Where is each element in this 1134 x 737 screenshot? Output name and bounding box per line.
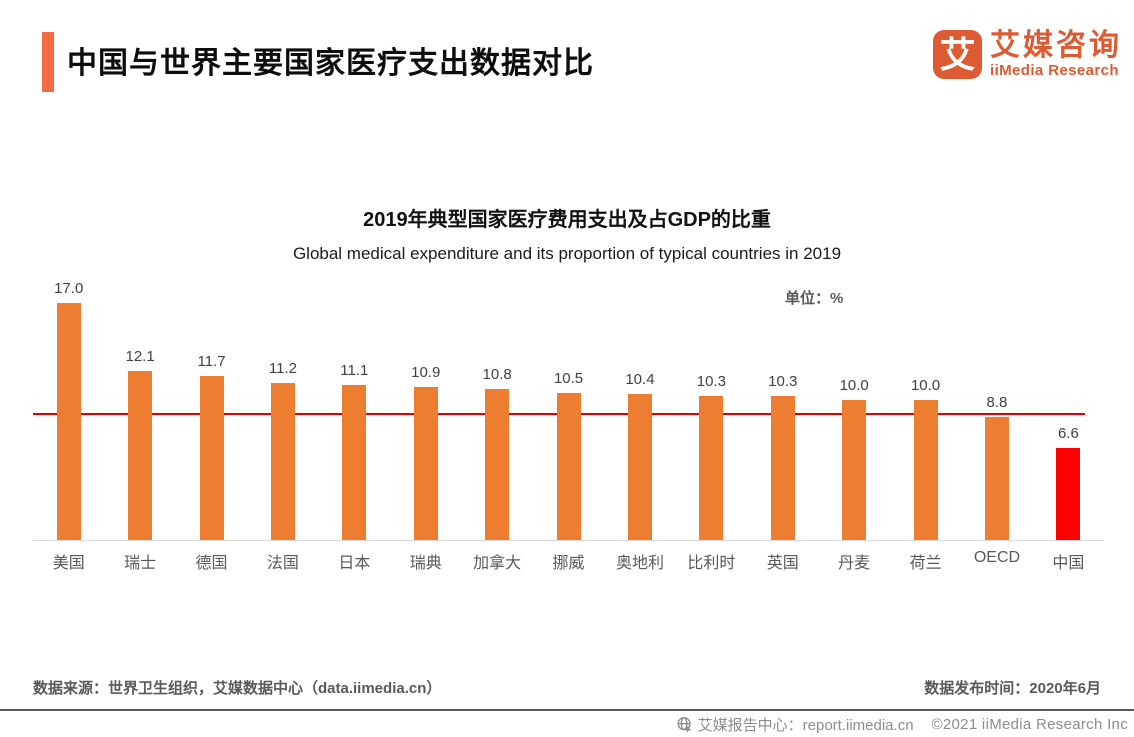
bar-column-比利时: 10.3 bbox=[676, 280, 747, 540]
category-axis: 美国 瑞士 德国 法国 日本 瑞典 加拿大 挪威 奥地利 比利时 英国 丹麦 荷兰 OECD 中国 bbox=[33, 549, 1104, 573]
bar-value-label: 10.0 bbox=[910, 377, 941, 394]
bar-column-德国: 11.7 bbox=[176, 280, 247, 540]
bar-column-中国: 6.6 bbox=[1033, 280, 1104, 540]
category-label-比利时: 比利时 bbox=[687, 555, 736, 572]
bar-中国 bbox=[1056, 447, 1081, 540]
bar-value-label: 10.5 bbox=[553, 370, 584, 387]
category-label-挪威: 挪威 bbox=[552, 555, 585, 572]
bar-value-label: 8.8 bbox=[986, 393, 1008, 411]
bar-column-美国: 17.0 bbox=[33, 280, 104, 540]
iimedia-logo: 艾 艾媒咨询 iiMedia Research bbox=[933, 30, 1122, 80]
category-label-瑞士: 瑞士 bbox=[124, 555, 157, 572]
bar-column-日本: 11.1 bbox=[319, 280, 390, 540]
page-title: 中国与世界主要国家医疗支出数据对比 bbox=[67, 47, 594, 80]
report-center-link: 艾媒报告中心：report.iimedia.cn bbox=[697, 717, 914, 734]
chart-subtitle: Global medical expenditure and its propo… bbox=[292, 244, 842, 263]
category-label-法国: 法国 bbox=[266, 555, 299, 572]
bar-德国 bbox=[199, 376, 224, 540]
bar-英国 bbox=[770, 395, 795, 540]
bar-瑞典 bbox=[413, 387, 438, 540]
bottom-bar: 艾媒报告中心：report.iimedia.cn ©2021 iiMedia R… bbox=[676, 714, 1128, 735]
category-label-加拿大: 加拿大 bbox=[473, 555, 522, 572]
bar-column-挪威: 10.5 bbox=[533, 280, 604, 540]
bar-column-瑞士: 12.1 bbox=[104, 280, 175, 540]
bar-chart: 17.0 12.1 11.7 11.2 11.1 10.9 10.8 10.5 10.4 10.3… bbox=[33, 280, 1104, 541]
footer-divider bbox=[0, 709, 1134, 711]
bar-value-label: 12.1 bbox=[125, 347, 155, 365]
bar-奥地利 bbox=[627, 394, 652, 540]
bar-value-label: 11.1 bbox=[340, 361, 369, 379]
bar-value-label: 10.9 bbox=[411, 364, 441, 382]
data-source-note: 数据来源：世界卫生组织，艾媒数据中心（data.iimedia.cn） bbox=[33, 680, 442, 697]
category-label-丹麦: 丹麦 bbox=[838, 555, 871, 572]
bar-法国 bbox=[270, 383, 295, 540]
bar-column-丹麦: 10.0 bbox=[818, 280, 889, 540]
category-label-荷兰: 荷兰 bbox=[909, 555, 942, 572]
category-label-中国: 中国 bbox=[1052, 555, 1085, 572]
copyright-text: ©2021 iiMedia Research Inc bbox=[931, 716, 1128, 733]
bar-column-奥地利: 10.4 bbox=[604, 280, 675, 540]
bar-value-label: 11.7 bbox=[197, 353, 226, 371]
iimedia-logo-text: 艾媒咨询 iiMedia Research bbox=[990, 30, 1122, 80]
bar-加拿大 bbox=[485, 388, 510, 540]
bar-column-加拿大: 10.8 bbox=[461, 280, 532, 540]
bar-日本 bbox=[342, 384, 367, 540]
bar-value-label: 6.6 bbox=[1057, 424, 1079, 442]
bar-value-label: 10.8 bbox=[482, 365, 512, 383]
globe-cursor-icon bbox=[676, 716, 693, 733]
bar-美国 bbox=[56, 303, 81, 540]
bar-value-label: 10.0 bbox=[839, 377, 869, 394]
brand-name-cn: 艾媒咨询 bbox=[990, 29, 1122, 62]
bar-荷兰 bbox=[913, 400, 938, 540]
bar-column-OECD: 8.8 bbox=[961, 280, 1032, 540]
bars-container: 17.0 12.1 11.7 11.2 11.1 10.9 10.8 10.5 10.4 10.3… bbox=[33, 280, 1104, 540]
bar-value-label: 10.3 bbox=[696, 372, 726, 390]
brand-name-en: iiMedia Research bbox=[990, 62, 1119, 79]
bar-丹麦 bbox=[842, 400, 867, 540]
category-label-奥地利: 奥地利 bbox=[615, 555, 664, 572]
bar-column-荷兰: 10.0 bbox=[890, 280, 961, 540]
bar-value-label: 11.2 bbox=[268, 360, 297, 378]
chart-title: 2019年典型国家医疗费用支出及占GDP的比重 bbox=[363, 209, 771, 231]
category-label-英国: 英国 bbox=[766, 555, 799, 572]
unit-label: 单位：% bbox=[785, 290, 844, 307]
bar-value-label: 17.0 bbox=[54, 280, 84, 297]
bar-比利时 bbox=[699, 395, 724, 540]
bar-挪威 bbox=[556, 393, 581, 540]
category-label-OECD: OECD bbox=[973, 549, 1021, 566]
bar-column-瑞典: 10.9 bbox=[390, 280, 461, 540]
category-label-日本: 日本 bbox=[338, 555, 371, 572]
bar-column-法国: 11.2 bbox=[247, 280, 318, 540]
publish-date-note: 数据发布时间：2020年6月 bbox=[924, 680, 1101, 697]
category-label-美国: 美国 bbox=[52, 555, 85, 572]
bar-value-label: 10.4 bbox=[625, 371, 655, 389]
iimedia-logo-icon: 艾 bbox=[933, 30, 982, 79]
title-accent-bar bbox=[42, 32, 54, 92]
category-label-瑞典: 瑞典 bbox=[409, 555, 442, 572]
category-label-德国: 德国 bbox=[195, 555, 228, 572]
bar-瑞士 bbox=[128, 370, 153, 540]
bar-value-label: 10.3 bbox=[768, 372, 798, 390]
bar-OECD bbox=[984, 416, 1009, 540]
bar-column-英国: 10.3 bbox=[747, 280, 818, 540]
